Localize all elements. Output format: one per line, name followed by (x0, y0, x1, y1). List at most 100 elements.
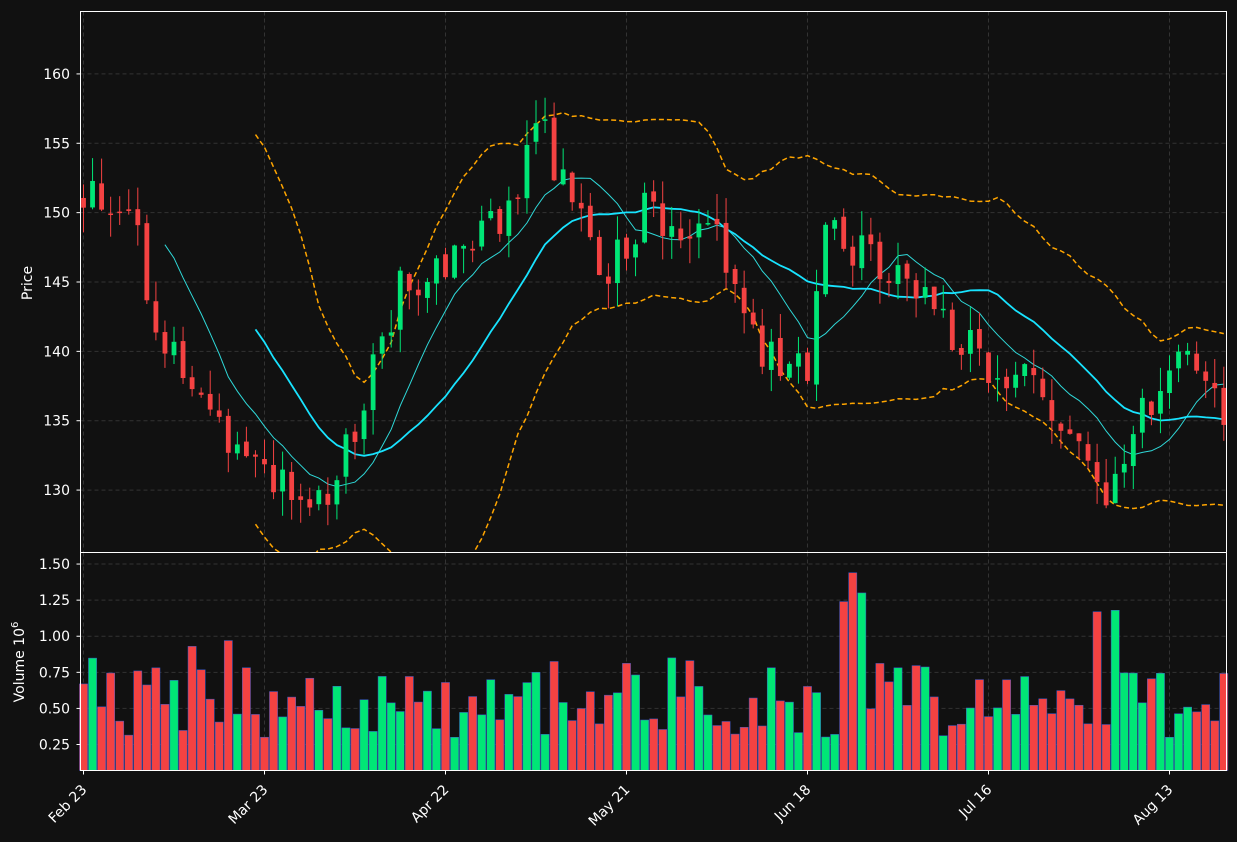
candle-body (153, 301, 159, 333)
candle-body (461, 245, 466, 249)
price-y-tick-labels: 130 135 140 145 150 155 160 (43, 67, 81, 499)
candle (615, 216, 620, 307)
candle-body (1004, 376, 1009, 389)
candle-body (1094, 462, 1100, 482)
volume-bar (984, 716, 993, 771)
volume-bar (902, 705, 912, 771)
volume-bar (124, 734, 134, 771)
candle-body (406, 273, 412, 291)
candle (877, 232, 883, 304)
volume-bar (432, 728, 441, 771)
candle-body (805, 352, 810, 381)
candle (379, 332, 385, 369)
candle (633, 239, 638, 277)
candle (1022, 363, 1028, 387)
volume-bar (404, 676, 414, 771)
volume-bar (395, 711, 405, 771)
volume-bar (576, 708, 586, 771)
volume-bar (1101, 724, 1111, 771)
candle (651, 180, 657, 218)
candle-body (958, 348, 964, 355)
candle-body (569, 172, 575, 203)
candle (81, 184, 86, 233)
volume-bar (1038, 698, 1048, 771)
candle (958, 344, 964, 370)
candle (859, 211, 865, 281)
volume-bar (1002, 679, 1011, 771)
volume-bar (613, 692, 622, 771)
volume-bar (287, 696, 296, 771)
price-y-tick-label: 140 (43, 344, 70, 360)
volume-bar (441, 682, 450, 771)
candle (1176, 344, 1181, 383)
volume-bar (233, 713, 242, 771)
candle-body (524, 144, 530, 199)
candle (578, 183, 584, 232)
candle-body (1149, 401, 1154, 415)
volume-bar (513, 696, 523, 771)
candle-body (931, 286, 937, 310)
candle (108, 196, 114, 237)
candle (940, 285, 946, 318)
volume-bar (1183, 706, 1192, 771)
candle-body (777, 337, 783, 377)
candle (298, 483, 304, 523)
candle (352, 423, 358, 460)
candle-body (922, 287, 928, 298)
price-axis-label: Price (20, 266, 36, 300)
candle (551, 102, 557, 182)
candle-body (388, 332, 394, 336)
candle-body (117, 211, 123, 214)
candle-body (759, 325, 765, 367)
volume-y-tick-label: 0.25 (39, 738, 70, 754)
candle (1158, 367, 1163, 434)
candle (99, 158, 104, 212)
candle-body (207, 393, 213, 410)
volume-bar (604, 694, 613, 771)
volume-bar (160, 704, 170, 771)
candle (207, 370, 213, 416)
candle-body (1022, 364, 1028, 376)
price-y-tick-label: 160 (43, 67, 70, 83)
volume-bar (866, 708, 876, 771)
candle (1194, 341, 1200, 374)
volume-bar (1011, 714, 1020, 771)
candle (1031, 349, 1037, 394)
candle-body (1049, 400, 1055, 421)
candle (1167, 355, 1172, 409)
volume-bar (486, 679, 496, 771)
volume-bars (79, 572, 1229, 771)
volume-bar (323, 718, 333, 771)
candle (397, 266, 403, 353)
candle-body (162, 332, 168, 354)
candle (1076, 433, 1082, 460)
candle-body (877, 241, 883, 280)
candle (750, 298, 756, 329)
volume-bar (214, 721, 224, 771)
candle-body (262, 459, 267, 465)
candle (606, 263, 611, 309)
volume-bar (558, 702, 568, 771)
candle (1203, 361, 1209, 399)
volume-axis-label-exponent: 6 (10, 622, 21, 628)
candle (977, 312, 982, 366)
candle (497, 206, 503, 242)
candle (343, 428, 349, 494)
candle (1103, 458, 1109, 509)
candle (515, 194, 521, 215)
candle-body (596, 236, 602, 276)
candle (452, 244, 457, 280)
candle (904, 260, 910, 302)
candle-body (705, 223, 711, 225)
candle-body (977, 329, 982, 349)
volume-bar (730, 733, 740, 771)
volume-bar (830, 734, 839, 771)
candle-body (325, 493, 331, 505)
volume-bar (667, 657, 677, 771)
candle (823, 222, 828, 297)
candle-body (1221, 387, 1227, 425)
volume-bar (1083, 723, 1093, 771)
candle-body (669, 226, 675, 237)
volume-bar (251, 714, 260, 771)
